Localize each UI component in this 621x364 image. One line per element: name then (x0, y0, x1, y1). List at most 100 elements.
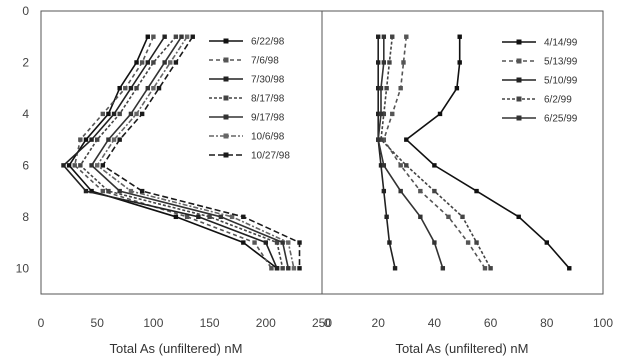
data-point (378, 137, 384, 142)
data-point (280, 240, 285, 245)
data-point (390, 111, 395, 117)
y-tick-label: 10 (16, 261, 30, 275)
data-point (145, 60, 150, 65)
data-point (432, 240, 437, 245)
data-point (378, 111, 384, 117)
legend-entry: 7/6/98 (251, 56, 279, 67)
data-point (516, 214, 521, 220)
series-group-left (61, 34, 302, 271)
legend-swatch-marker (516, 96, 522, 102)
data-point (387, 240, 392, 245)
data-point (72, 163, 77, 168)
legend-entry: 5/10/99 (544, 76, 578, 87)
x-tick-label: 100 (593, 316, 613, 330)
data-point (286, 266, 291, 271)
data-point (398, 163, 403, 168)
series-line (380, 36, 492, 269)
x-tick-label: 100 (143, 316, 163, 330)
data-point (100, 111, 106, 117)
data-point (387, 60, 392, 65)
data-point (95, 137, 100, 142)
legend-entry: 10/6/98 (251, 132, 285, 143)
data-point (83, 137, 89, 142)
data-point (567, 266, 572, 271)
data-point (190, 34, 195, 39)
data-point (89, 188, 94, 194)
data-point (134, 85, 139, 91)
data-point (432, 188, 437, 194)
panel-right: 0 20 40 60 80 100 4/14/99 5/13/99 5/10/99 6/2/99… (321, 10, 613, 356)
y-tick-label: 2 (22, 55, 29, 69)
data-point (111, 137, 117, 142)
data-point (252, 240, 257, 245)
x-tick-label: 150 (200, 316, 220, 330)
data-point (432, 163, 437, 168)
data-point (184, 34, 190, 39)
data-point (128, 188, 134, 194)
legend-entry: 6/25/99 (544, 114, 578, 125)
series-line (382, 36, 486, 269)
legend-entry: 6/22/98 (251, 37, 285, 48)
data-point (106, 111, 111, 117)
series-group-right (376, 34, 572, 271)
x-tick-label: 0 (324, 316, 331, 330)
data-point (457, 34, 462, 39)
data-point (139, 60, 145, 65)
data-point (207, 214, 212, 220)
legend-entry: 5/13/99 (544, 57, 578, 68)
legend-entry: 9/17/98 (251, 113, 285, 124)
legend-swatch-marker (223, 152, 229, 158)
data-point (173, 214, 179, 220)
data-point (184, 214, 190, 220)
data-point (286, 240, 291, 245)
data-point (454, 85, 460, 91)
x-tick-label: 250 (312, 316, 332, 330)
data-point (83, 188, 89, 194)
x-tick-label: 0 (38, 316, 45, 330)
legend-swatch-marker (223, 76, 229, 82)
series-line (377, 36, 444, 269)
data-point (376, 85, 381, 91)
x-tick-label: 60 (484, 316, 498, 330)
legend-right: 4/14/99 5/13/99 5/10/99 6/2/99 6/25/99 (502, 38, 578, 125)
data-point (398, 85, 403, 91)
data-point (156, 85, 162, 91)
series-line (62, 36, 278, 269)
data-point (390, 34, 395, 39)
data-point (376, 111, 381, 117)
data-point (117, 188, 122, 194)
data-point (78, 137, 83, 142)
plot-frame-right (321, 10, 604, 295)
data-point (179, 34, 184, 39)
y-tick-label: 4 (22, 107, 29, 121)
data-point (440, 266, 446, 271)
data-point (269, 266, 274, 271)
series-line (96, 36, 295, 269)
data-point (263, 240, 268, 245)
data-point (381, 188, 387, 194)
panel-left: 0 2 4 6 8 10 0 50 100 150 200 250 6/22/98 7/6/98 7/3… (16, 4, 333, 356)
data-point (465, 240, 471, 245)
data-point (134, 111, 139, 117)
legend-swatch-marker (223, 114, 229, 120)
data-point (446, 214, 451, 220)
data-point (297, 240, 302, 245)
data-point (381, 34, 387, 39)
x-axis-label-right: Total As (unfiltered) nM (396, 341, 529, 356)
legend-swatch-marker (223, 38, 229, 44)
data-point (145, 85, 150, 91)
x-tick-labels-left: 0 50 100 150 200 250 (38, 316, 333, 330)
data-point (89, 163, 94, 168)
data-point (404, 137, 409, 142)
data-point (392, 266, 398, 271)
data-point (376, 34, 381, 39)
data-point (139, 188, 145, 194)
legend-entry: 10/27/98 (251, 151, 290, 162)
legend-swatch-marker (516, 77, 522, 83)
legend-entry: 7/30/98 (251, 75, 285, 86)
data-point (117, 111, 122, 117)
data-point (173, 34, 179, 39)
data-point (544, 240, 549, 245)
series-line (101, 36, 301, 269)
